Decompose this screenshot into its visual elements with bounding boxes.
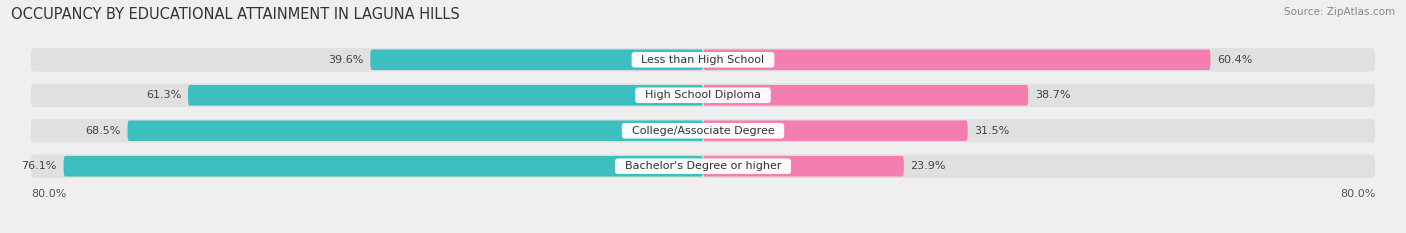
FancyBboxPatch shape (703, 85, 1028, 106)
FancyBboxPatch shape (370, 49, 703, 70)
FancyBboxPatch shape (128, 120, 703, 141)
Text: 76.1%: 76.1% (21, 161, 56, 171)
Text: 68.5%: 68.5% (86, 126, 121, 136)
FancyBboxPatch shape (31, 154, 1375, 178)
FancyBboxPatch shape (188, 85, 703, 106)
FancyBboxPatch shape (703, 120, 967, 141)
Text: 38.7%: 38.7% (1035, 90, 1070, 100)
Text: High School Diploma: High School Diploma (638, 90, 768, 100)
Text: OCCUPANCY BY EDUCATIONAL ATTAINMENT IN LAGUNA HILLS: OCCUPANCY BY EDUCATIONAL ATTAINMENT IN L… (11, 7, 460, 22)
Text: College/Associate Degree: College/Associate Degree (624, 126, 782, 136)
Text: Source: ZipAtlas.com: Source: ZipAtlas.com (1284, 7, 1395, 17)
Text: 60.4%: 60.4% (1218, 55, 1253, 65)
Text: 39.6%: 39.6% (328, 55, 364, 65)
Text: 80.0%: 80.0% (31, 189, 66, 199)
Text: 23.9%: 23.9% (911, 161, 946, 171)
Text: Less than High School: Less than High School (634, 55, 772, 65)
Text: 80.0%: 80.0% (1340, 189, 1375, 199)
FancyBboxPatch shape (31, 84, 1375, 107)
FancyBboxPatch shape (63, 156, 703, 177)
FancyBboxPatch shape (703, 49, 1211, 70)
Text: 31.5%: 31.5% (974, 126, 1010, 136)
Text: 61.3%: 61.3% (146, 90, 181, 100)
FancyBboxPatch shape (31, 119, 1375, 142)
Text: Bachelor's Degree or higher: Bachelor's Degree or higher (617, 161, 789, 171)
FancyBboxPatch shape (31, 48, 1375, 72)
FancyBboxPatch shape (703, 156, 904, 177)
